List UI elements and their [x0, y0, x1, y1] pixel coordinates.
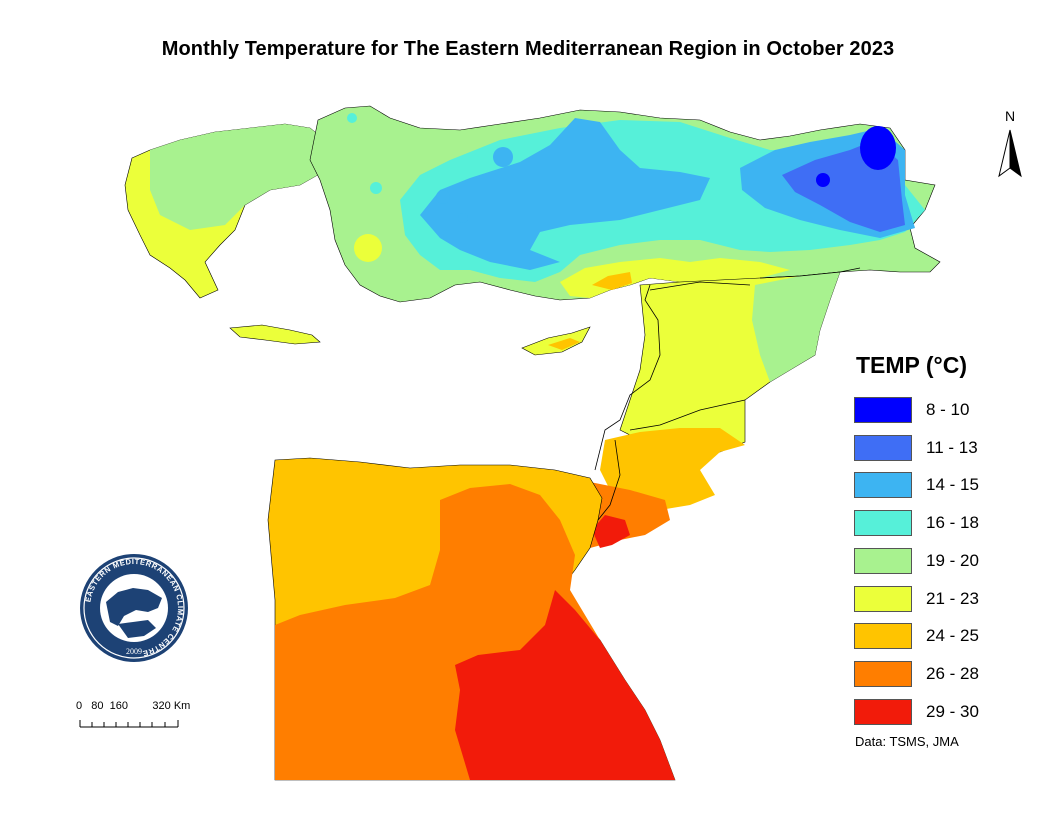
country-borders	[594, 267, 861, 521]
legend-swatch	[854, 698, 912, 725]
legend-item: 16 - 18	[854, 510, 1034, 540]
legend-swatch	[854, 623, 912, 650]
syria-iraq-19-20	[752, 272, 840, 382]
map-title: Monthly Temperature for The Eastern Medi…	[161, 38, 895, 60]
logo-year: 2009	[126, 647, 142, 656]
legend-label: 24 - 25	[926, 626, 979, 646]
egypt-29-30	[455, 590, 675, 780]
anatolia-spot-1	[493, 147, 513, 167]
legend-label: 26 - 28	[926, 663, 979, 683]
legend-swatch	[854, 397, 912, 423]
legend-item: 24 - 25	[854, 623, 1034, 653]
turkey-greece-region	[124, 105, 941, 303]
legend-title: TEMP (°C)	[856, 352, 967, 378]
north-arrow: N	[996, 108, 1028, 180]
legend-item: 14 - 15	[854, 472, 1034, 502]
legend-item: 11 - 13	[854, 434, 1034, 465]
legend-swatch	[854, 585, 912, 612]
emcc-logo: EASTERN MEDITERRANEAN CLIMATE CENTRE 200…	[78, 552, 190, 664]
legend-item: 26 - 28	[854, 660, 1034, 691]
anatolia-spot-3	[458, 213, 468, 223]
anatolia-west-21-23	[354, 234, 382, 262]
anatolia-band-14-15	[420, 118, 710, 270]
legend-swatch	[854, 547, 912, 574]
scale-bar: 0 80 160 320 Km	[76, 700, 226, 740]
egypt-region	[267, 457, 676, 781]
anatolia-east-8-10	[860, 126, 896, 170]
data-source-note: Data: TSMS, JMA	[855, 734, 959, 749]
crete-island	[229, 324, 321, 345]
legend-item: 19 - 20	[854, 547, 1034, 578]
emcc-logo-icon: EASTERN MEDITERRANEAN CLIMATE CENTRE 200…	[80, 554, 188, 662]
legend-label: 16 - 18	[926, 513, 979, 533]
anatolia-south-24-25	[592, 272, 632, 290]
legend-swatch	[854, 510, 912, 537]
legend-swatch	[854, 434, 912, 461]
legend-label: 29 - 30	[926, 701, 979, 721]
legend-swatch	[854, 660, 912, 687]
legend-item: 29 - 30	[854, 698, 1034, 729]
legend-label: 8 - 10	[926, 400, 970, 419]
legend-swatch	[854, 472, 912, 499]
aqaba-29-30	[592, 515, 630, 548]
jordan-24-25	[600, 428, 745, 510]
legend-label: 21 - 23	[926, 588, 979, 608]
legend-label: 11 - 13	[926, 437, 978, 457]
greece-north-band	[150, 124, 330, 230]
anatolia-spot-4	[370, 182, 382, 194]
anatolia-cold-spot	[816, 173, 830, 187]
north-label: N	[1004, 108, 1016, 124]
anatolia-spot-5	[347, 113, 357, 123]
legend-label: 19 - 20	[926, 550, 979, 570]
legend-label: 14 - 15	[926, 475, 979, 495]
legend-item: 8 - 10	[854, 397, 1034, 427]
cyprus-island	[521, 326, 591, 356]
cyprus-warm-band	[548, 338, 580, 350]
anatolia-spot-2	[436, 190, 450, 204]
scale-bar-ticks	[79, 720, 179, 728]
scale-bar-labels: 0 80 160 320 Km	[76, 700, 191, 712]
legend-item: 21 - 23	[854, 585, 1034, 616]
north-arrow-icon	[998, 129, 1022, 178]
